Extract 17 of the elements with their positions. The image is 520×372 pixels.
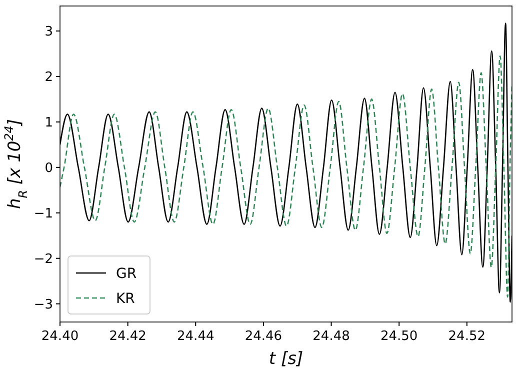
y-tick-label: 3 [44, 24, 53, 40]
legend-label: KR [116, 290, 136, 307]
y-tick-label: 0 [44, 160, 53, 176]
x-tick-label: 24.48 [312, 329, 350, 344]
y-tick-label: 1 [44, 115, 53, 130]
legend-label: GR [116, 266, 137, 282]
x-axis-title: t [s] [268, 349, 304, 369]
y-tick-label: −3 [34, 297, 53, 312]
x-tick-label: 24.50 [380, 329, 418, 344]
x-tick-label: 24.44 [177, 329, 214, 344]
x-tick-label: 24.52 [448, 329, 486, 344]
x-tick-label: 24.40 [41, 329, 79, 344]
y-tick-label: −1 [34, 206, 53, 222]
x-tick-label: 24.42 [109, 329, 146, 344]
x-tick-label: 24.46 [244, 329, 282, 344]
y-tick-label: 2 [44, 70, 53, 86]
y-tick-label: −2 [34, 252, 53, 267]
